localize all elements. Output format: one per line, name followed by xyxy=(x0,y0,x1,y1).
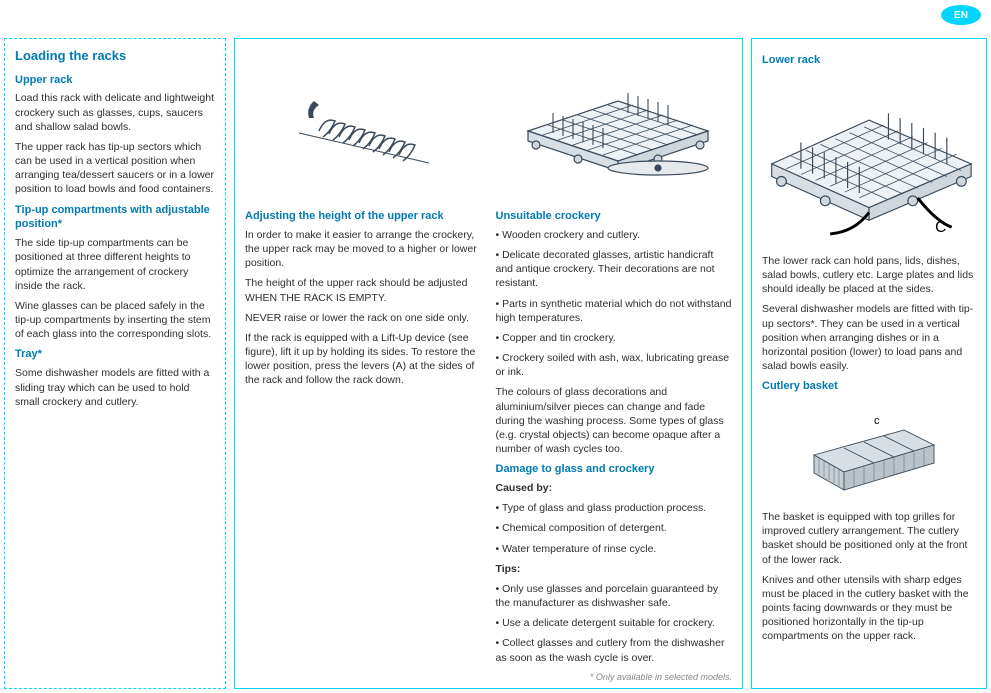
mid-col-2: Unsuitable crockery • Wooden crockery an… xyxy=(496,203,733,671)
mid-col-1: Adjusting the height of the upper rack I… xyxy=(245,203,482,671)
cutlery-p: The basket is equipped with top grilles … xyxy=(762,510,976,567)
damage-1: • Type of glass and glass production pro… xyxy=(496,501,733,515)
knives-warning: Knives and other utensils with sharp edg… xyxy=(762,573,976,644)
unsuit-tail: The colours of glass decorations and alu… xyxy=(496,385,733,456)
label-C: C xyxy=(935,219,946,236)
damage-2: • Chemical composition of detergent. xyxy=(496,521,733,535)
left-p3: Wine glasses can be placed safely in the… xyxy=(15,299,215,342)
lower-rack-illustration: C xyxy=(762,74,976,244)
adjust-heading: Adjusting the height of the upper rack xyxy=(245,209,482,224)
cutlery-heading: Cutlery basket xyxy=(762,379,976,394)
left-p1: The upper rack has tip-up sectors which … xyxy=(15,140,215,197)
unsuit-heading: Unsuitable crockery xyxy=(496,209,733,224)
damage-3: • Water temperature of rinse cycle. xyxy=(496,542,733,556)
unsuit-2: • Delicate decorated glasses, artistic h… xyxy=(496,248,733,291)
unsuit-3: • Parts in synthetic material which do n… xyxy=(496,297,733,325)
cutlery-basket-illustration: c xyxy=(762,400,976,500)
unsuit-5: • Crockery soiled with ash, wax, lubrica… xyxy=(496,351,733,379)
unsuit-4: • Copper and tin crockery. xyxy=(496,331,733,345)
damage-heading: Damage to glass and crockery xyxy=(496,462,733,477)
tip-3: • Collect glasses and cutlery from the d… xyxy=(496,636,733,664)
mid-text-columns: Adjusting the height of the upper rack I… xyxy=(245,203,732,671)
mid-illustration-row xyxy=(245,47,732,203)
left-intro: Load this rack with delicate and lightwe… xyxy=(15,91,215,134)
tray-heading: Tray* xyxy=(15,347,215,362)
adjust-p2: The height of the upper rack should be a… xyxy=(245,276,482,304)
lower-p2: Several dishwasher models are fitted wit… xyxy=(762,302,976,373)
tipup-heading: Tip-up compartments with adjustable posi… xyxy=(15,203,215,233)
upper-rack-illustration xyxy=(495,53,733,193)
middle-footnote: * Only available in selected models. xyxy=(590,672,732,682)
adjust-p3: NEVER raise or lower the rack on one sid… xyxy=(245,311,482,325)
tip-2: • Use a delicate detergent suitable for … xyxy=(496,616,733,630)
middle-panel: Adjusting the height of the upper rack I… xyxy=(234,38,743,689)
tip-1: • Only use glasses and porcelain guarant… xyxy=(496,582,733,610)
lower-p1: The lower rack can hold pans, lids, dish… xyxy=(762,254,976,297)
adjust-p4: If the rack is equipped with a Lift-Up d… xyxy=(245,331,482,388)
left-p5: Some dishwasher models are fitted with a… xyxy=(15,366,215,409)
lower-rack-heading: Lower rack xyxy=(762,53,976,68)
left-panel: Loading the racks Upper rack Load this r… xyxy=(4,38,226,689)
label-c-small: c xyxy=(874,415,880,427)
adjust-p1: In order to make it easier to arrange th… xyxy=(245,228,482,271)
damage-caused: Caused by: xyxy=(496,481,733,495)
page-title: Loading the racks xyxy=(15,47,215,65)
left-p2: The side tip-up compartments can be posi… xyxy=(15,236,215,293)
tips-label: Tips: xyxy=(496,562,733,576)
right-panel: Lower rack xyxy=(751,38,987,689)
upper-rack-heading: Upper rack xyxy=(15,73,215,88)
tipup-sector-illustration xyxy=(245,53,483,193)
unsuit-1: • Wooden crockery and cutlery. xyxy=(496,228,733,242)
page-columns: Loading the racks Upper rack Load this r… xyxy=(4,38,987,689)
language-badge: EN xyxy=(941,5,981,25)
